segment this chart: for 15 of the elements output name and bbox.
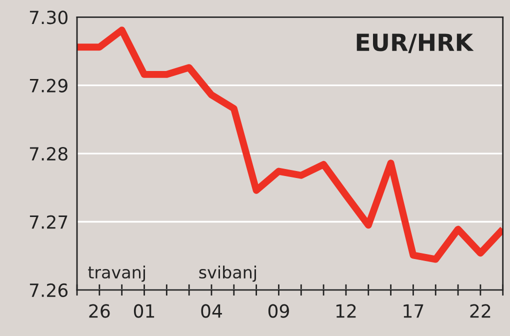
annotation: svibanj — [199, 266, 256, 282]
x-tick-label: 12 — [336, 304, 356, 318]
y-tick-label: 7.26 — [30, 283, 68, 298]
y-tick-label: 7.27 — [30, 215, 68, 229]
x-tick-label: 01 — [134, 304, 154, 318]
x-tick-label: 17 — [404, 304, 424, 318]
x-tick-label: 04 — [201, 304, 222, 318]
x-tick-label: 09 — [268, 304, 289, 318]
y-tick-label: 7.29 — [30, 78, 68, 92]
y-tick-label: 7.28 — [30, 147, 68, 161]
x-tick-label: 26 — [89, 304, 110, 318]
y-tick-label: 7.30 — [30, 10, 68, 24]
annotation: travanj — [88, 266, 145, 282]
text: EUR/HRK — [356, 34, 474, 54]
x-tick-label: 22 — [470, 304, 490, 318]
